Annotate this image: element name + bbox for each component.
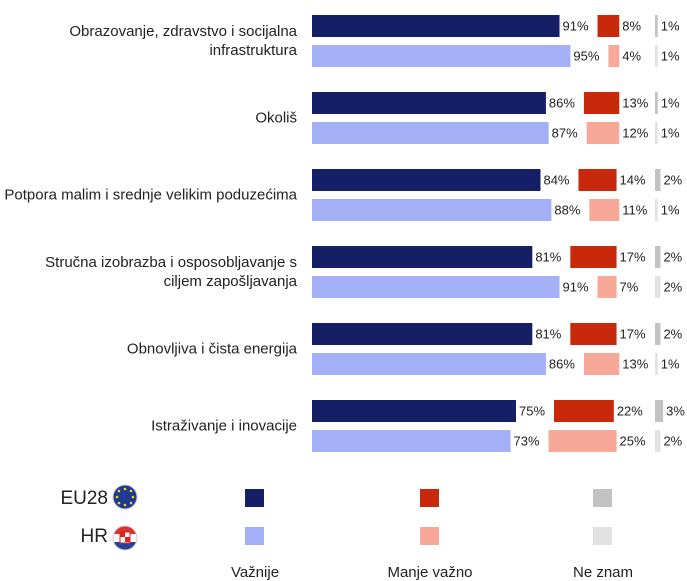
bar [554, 400, 614, 422]
value-label: 95% [573, 48, 599, 63]
value-label: 22% [617, 403, 643, 418]
value-label: 17% [620, 249, 646, 264]
bar [597, 276, 617, 298]
category-label: Obrazovanje, zdravstvo i socijalna infra… [69, 23, 297, 59]
bar [589, 199, 620, 221]
value-label: 2% [663, 326, 682, 341]
value-label: 81% [535, 326, 561, 341]
bar [312, 45, 571, 67]
category-label: Istraživanje i inovacije [151, 417, 297, 435]
legend-swatch [420, 489, 439, 507]
value-label: 8% [622, 18, 641, 33]
value-label: 1% [661, 18, 680, 33]
legend-swatch [420, 527, 439, 545]
bar [570, 246, 617, 268]
category-label: Potpora malim i srednje velikim poduzeći… [4, 186, 297, 204]
value-label: 81% [535, 249, 561, 264]
value-label: 73% [514, 433, 540, 448]
bar [655, 15, 658, 37]
legend-column-label: Važnije [231, 564, 279, 581]
bar [608, 45, 620, 67]
value-label: 7% [620, 279, 639, 294]
value-label: 1% [661, 95, 680, 110]
bar [655, 400, 664, 422]
value-label: 4% [622, 48, 641, 63]
legend-column-label: Ne znam [573, 564, 633, 581]
value-label: 13% [622, 95, 648, 110]
value-label: 13% [622, 356, 648, 371]
value-label: 2% [663, 433, 682, 448]
bar [655, 169, 661, 191]
bar [548, 430, 617, 452]
bar [312, 246, 533, 268]
eu-flag [112, 484, 138, 510]
value-label: 1% [661, 356, 680, 371]
bar [586, 122, 620, 144]
bar [312, 323, 533, 345]
value-label: 2% [663, 172, 682, 187]
bar [655, 92, 658, 114]
value-label: 17% [620, 326, 646, 341]
value-label: 75% [519, 403, 545, 418]
bar [570, 323, 617, 345]
value-label: 84% [543, 172, 569, 187]
category-label: Obnovljiva i čista energija [126, 340, 297, 358]
bar [312, 15, 560, 37]
value-label: 1% [661, 48, 680, 63]
bar [312, 199, 552, 221]
bar [597, 15, 620, 37]
bar [655, 45, 658, 67]
value-label: 2% [663, 279, 682, 294]
legend-row-label: HR [81, 526, 108, 547]
value-label: 87% [552, 125, 578, 140]
value-label: 86% [549, 356, 575, 371]
bar [312, 430, 511, 452]
bar [583, 92, 620, 114]
bar [655, 430, 661, 452]
bar [655, 199, 658, 221]
hr-flag [112, 525, 138, 551]
value-label: 11% [622, 202, 647, 217]
category-label: Stručna izobrazba i osposobljavanje s ci… [45, 254, 297, 290]
legend-swatch [245, 527, 264, 545]
legend-swatch [593, 527, 612, 545]
legend-swatch [245, 489, 264, 507]
value-label: 2% [663, 249, 682, 264]
bar [583, 353, 620, 375]
value-label: 3% [666, 403, 685, 418]
value-label: 1% [661, 202, 680, 217]
bar [312, 353, 546, 375]
value-label: 25% [620, 433, 646, 448]
bar [655, 353, 658, 375]
bar [312, 92, 546, 114]
bar [312, 169, 541, 191]
value-label: 14% [620, 172, 646, 187]
bar [312, 276, 560, 298]
category-label: Okoliš [255, 109, 297, 127]
value-label: 91% [563, 18, 589, 33]
bar [578, 169, 617, 191]
legend-column-label: Manje važno [387, 564, 472, 581]
bar [655, 276, 661, 298]
value-label: 12% [622, 125, 648, 140]
value-label: 91% [563, 279, 589, 294]
value-label: 86% [549, 95, 575, 110]
legend-row-label: EU28 [60, 488, 108, 509]
value-label: 88% [554, 202, 580, 217]
bar [655, 246, 661, 268]
bar [655, 323, 661, 345]
value-label: 1% [661, 125, 680, 140]
bar [312, 400, 516, 422]
bar [312, 122, 549, 144]
legend-swatch [593, 489, 612, 507]
bar [655, 122, 658, 144]
